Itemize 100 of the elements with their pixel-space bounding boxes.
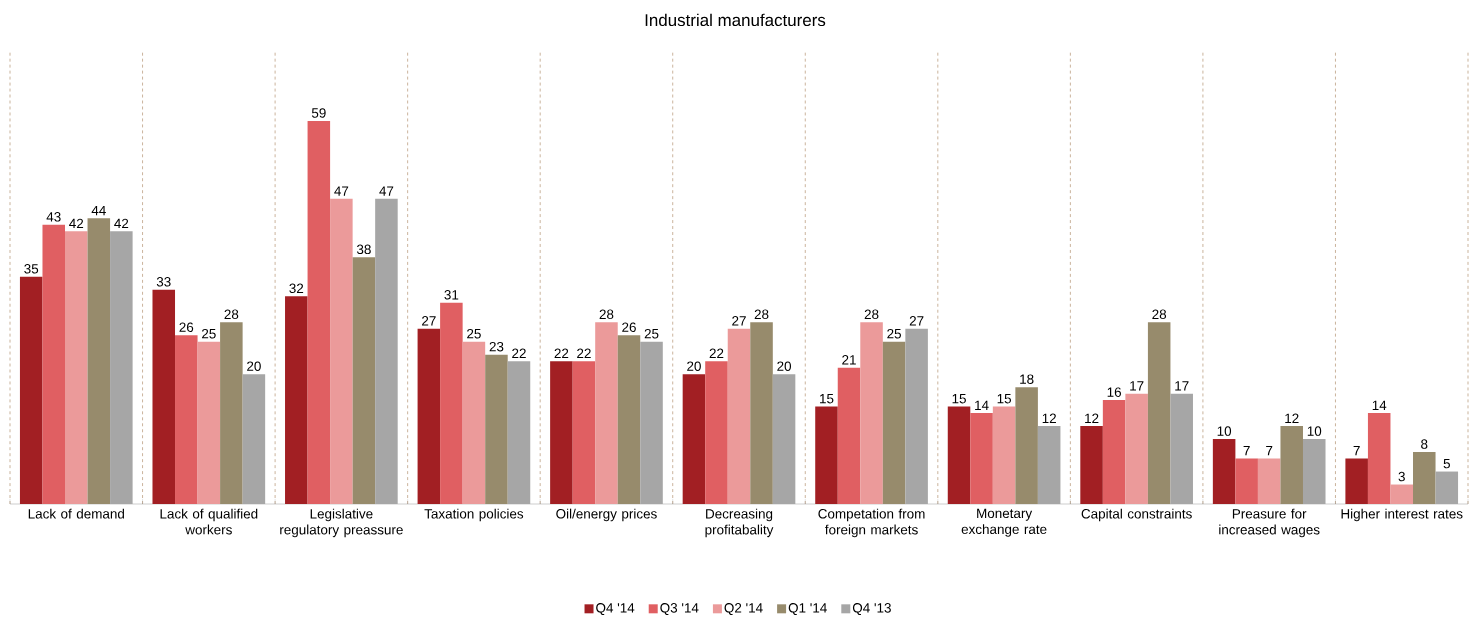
- data-label: 7: [1243, 446, 1250, 456]
- bar: [750, 322, 773, 504]
- bar: [1367, 413, 1391, 504]
- bar: [705, 361, 728, 504]
- data-label: 20: [777, 361, 792, 371]
- x-tick-label: Decreasing profitabality: [705, 508, 774, 538]
- data-label: 20: [247, 361, 261, 371]
- data-label: 22: [577, 348, 591, 358]
- data-label: 7: [1353, 446, 1360, 456]
- x-tick-label: Higher interest rates: [1341, 508, 1463, 522]
- bar: [772, 374, 796, 504]
- bar: [440, 302, 463, 504]
- data-label: 25: [887, 328, 901, 339]
- data-label: 59: [311, 108, 326, 118]
- bar: [837, 367, 861, 504]
- x-tick-label: Legislative regulatory preassure: [280, 508, 403, 538]
- bar: [572, 361, 596, 504]
- data-label: 47: [379, 186, 394, 196]
- data-label: 31: [444, 290, 459, 300]
- data-label: 42: [69, 218, 84, 229]
- data-label: 14: [975, 400, 989, 410]
- legend-label: Q4 '13: [852, 603, 891, 616]
- data-label: 15: [952, 394, 966, 404]
- bar: [87, 218, 111, 504]
- data-label: 25: [644, 328, 659, 339]
- bar: [462, 341, 486, 504]
- bar: [882, 341, 906, 504]
- bar: [815, 406, 838, 504]
- data-label: 33: [156, 277, 171, 287]
- bar: [285, 296, 308, 504]
- data-label: 22: [709, 348, 724, 358]
- data-label: 3: [1398, 471, 1405, 482]
- data-label: 17: [1175, 381, 1189, 391]
- x-tick-label: Taxation policies: [424, 508, 524, 522]
- bar: [507, 361, 531, 504]
- bar: [1037, 426, 1061, 504]
- data-label: 26: [622, 322, 636, 332]
- bar: [1147, 322, 1171, 504]
- bar: [1390, 484, 1413, 504]
- bar: [330, 198, 353, 504]
- legend-label: Q1 '14: [788, 603, 827, 616]
- chart-title: Industrial manufacturers: [645, 13, 826, 27]
- bar: [860, 322, 883, 504]
- x-tick-label: Monetary exchange rate: [961, 508, 1047, 537]
- bar: [1435, 471, 1459, 504]
- data-label: 16: [1107, 387, 1121, 397]
- bar: [1125, 393, 1148, 504]
- data-label: 10: [1217, 426, 1232, 436]
- bar: [1212, 439, 1236, 504]
- bar: [970, 413, 993, 504]
- bar: [550, 361, 573, 504]
- x-tick-label: Capital constraints: [1081, 508, 1192, 522]
- data-label: 22: [554, 348, 569, 358]
- data-label: 5: [1443, 458, 1450, 469]
- data-label: 26: [179, 322, 194, 332]
- bar: [905, 328, 928, 504]
- data-label: 7: [1266, 446, 1273, 456]
- bar: [197, 341, 221, 504]
- bar: [175, 335, 198, 504]
- data-label: 38: [356, 244, 371, 255]
- data-label: 27: [732, 316, 746, 326]
- data-label: 12: [1042, 413, 1056, 423]
- data-label: 28: [599, 309, 614, 320]
- data-label: 21: [842, 355, 856, 365]
- bar: [65, 231, 88, 504]
- data-label: 17: [1130, 381, 1144, 391]
- bar: [1102, 400, 1126, 504]
- bar: [42, 224, 66, 504]
- bar: [110, 231, 133, 504]
- bar: [1080, 426, 1103, 504]
- data-label: 27: [909, 316, 924, 326]
- bar: [307, 120, 331, 504]
- bar: [19, 276, 43, 504]
- bar: [682, 374, 706, 504]
- x-tick-label: Competation from foreign markets: [818, 508, 925, 538]
- bar: [727, 328, 751, 504]
- bar: [242, 374, 266, 504]
- data-label: 14: [1372, 400, 1387, 410]
- bar: [1257, 458, 1281, 504]
- data-label: 25: [467, 328, 481, 339]
- data-label: 18: [1020, 374, 1034, 384]
- data-label: 32: [289, 283, 304, 294]
- bar: [992, 406, 1016, 504]
- data-label: 28: [1152, 309, 1167, 320]
- data-label: 42: [114, 218, 129, 229]
- legend-label: Q3 '14: [660, 603, 699, 616]
- bar: [1413, 452, 1436, 504]
- data-label: 15: [997, 394, 1012, 404]
- data-label: 22: [512, 348, 526, 358]
- data-label: 15: [820, 394, 834, 404]
- bar: [947, 406, 971, 504]
- bar: [375, 198, 398, 504]
- data-label: 28: [864, 309, 879, 320]
- bar: [1015, 387, 1038, 504]
- data-label: 25: [202, 328, 216, 339]
- bar: [220, 322, 243, 504]
- bar: [417, 328, 441, 504]
- data-label: 10: [1307, 426, 1322, 436]
- bar: [1170, 393, 1193, 504]
- data-label: 20: [687, 361, 701, 371]
